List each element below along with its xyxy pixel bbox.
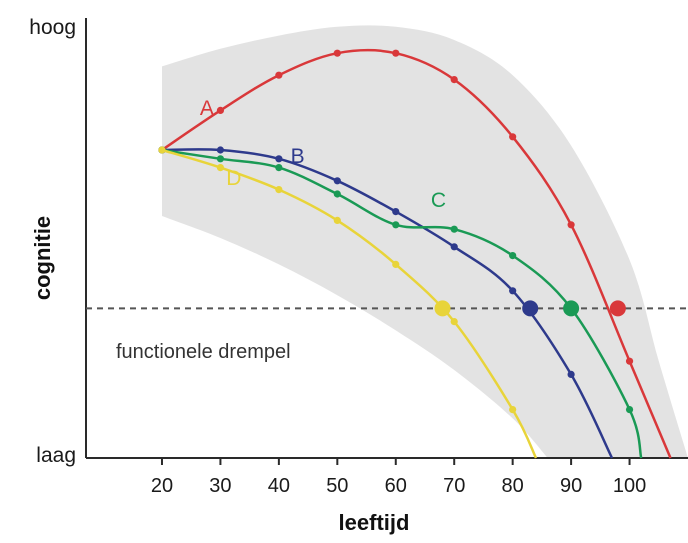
- data-point-B: [450, 243, 458, 251]
- data-point-A: [275, 71, 283, 79]
- y-axis-bottom-label: laag: [36, 444, 76, 467]
- data-point-A: [216, 106, 225, 114]
- series-line-B: [161, 148, 614, 459]
- data-point-B: [275, 155, 283, 163]
- threshold-crossing-D: [434, 300, 451, 317]
- threshold-crossing-C: [563, 300, 580, 317]
- data-point-C: [392, 221, 400, 229]
- series-line-C: [161, 148, 643, 459]
- axes: hoog laag cognitie leeftijd: [29, 16, 688, 535]
- data-point-C: [216, 155, 225, 163]
- threshold-layer: functionele drempel: [86, 307, 688, 363]
- data-point-B: [333, 177, 341, 185]
- x-tick-label: 20: [151, 475, 173, 497]
- series-B: B: [158, 145, 614, 459]
- series-D: D: [158, 146, 538, 459]
- series-C: C: [158, 146, 643, 459]
- data-point-D: [216, 164, 225, 172]
- data-point-C: [625, 406, 634, 414]
- series-label-B: B: [291, 145, 305, 168]
- series-line-D: [161, 148, 538, 459]
- data-point-C: [450, 225, 458, 233]
- data-point-D: [450, 318, 458, 326]
- data-point-D: [158, 146, 166, 154]
- series-label-C: C: [431, 189, 446, 212]
- x-tick-label: 70: [443, 475, 465, 497]
- y-axis-title: cognitie: [30, 216, 55, 300]
- series-label-D: D: [226, 167, 241, 190]
- data-point-A: [392, 49, 400, 57]
- data-point-D: [392, 260, 400, 268]
- data-point-B: [509, 287, 517, 295]
- series-label-A: A: [200, 97, 214, 120]
- data-point-D: [509, 406, 517, 414]
- y-axis-top-label: hoog: [29, 16, 76, 39]
- threshold-label: functionele drempel: [116, 341, 291, 363]
- x-tick-label: 60: [385, 475, 407, 497]
- threshold-crossing-A: [609, 300, 626, 317]
- data-point-D: [275, 186, 283, 194]
- data-point-A: [333, 49, 341, 57]
- x-tick-label: 80: [502, 475, 524, 497]
- x-tick-label: 50: [326, 475, 348, 497]
- series-layer: A B C D: [158, 48, 672, 459]
- x-tick-label: 90: [560, 475, 582, 497]
- range-band-layer: [162, 25, 688, 458]
- data-point-D: [333, 216, 341, 224]
- data-point-A: [450, 76, 458, 84]
- data-point-C: [333, 190, 341, 198]
- threshold-crossing-B: [522, 300, 539, 317]
- x-axis-title: leeftijd: [339, 510, 410, 535]
- data-point-C: [509, 252, 517, 260]
- data-point-A: [509, 133, 517, 141]
- variability-band: [162, 25, 688, 458]
- data-point-C: [275, 164, 283, 172]
- data-point-B: [392, 208, 400, 216]
- data-point-B: [567, 370, 575, 378]
- x-tick-label: 40: [268, 475, 290, 497]
- x-tick-label: 30: [209, 475, 231, 497]
- data-point-A: [625, 357, 634, 365]
- x-tick-label: 100: [613, 475, 646, 497]
- data-point-B: [216, 146, 225, 154]
- data-point-A: [567, 221, 575, 229]
- x-ticks: 20 30 40 50 60 70 80 90 100: [151, 458, 646, 497]
